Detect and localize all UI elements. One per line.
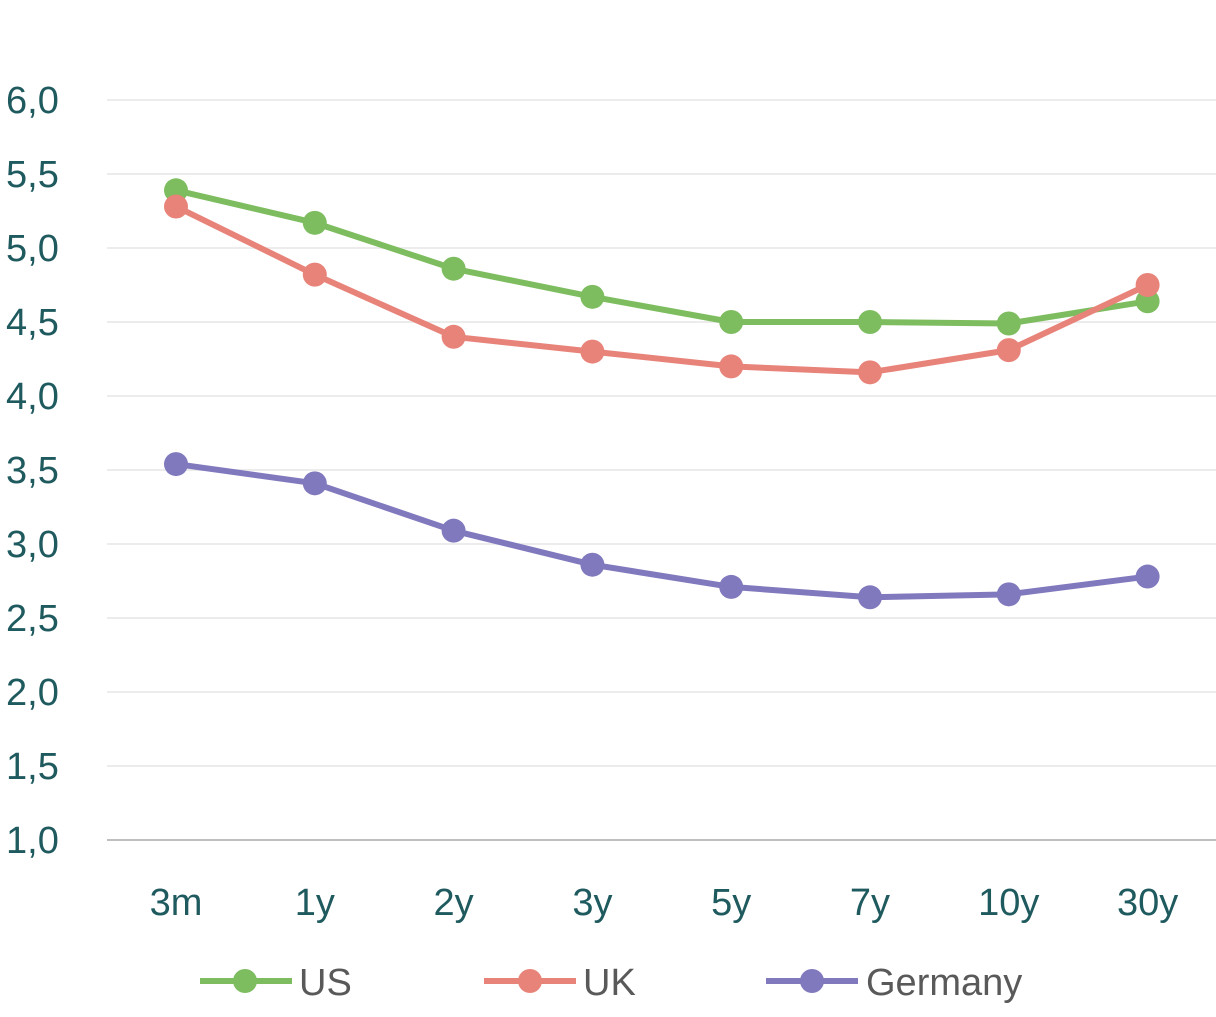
- data-point: [580, 339, 605, 364]
- data-point: [1135, 564, 1160, 589]
- data-point: [719, 354, 744, 379]
- legend-swatch-marker: [518, 969, 542, 993]
- x-tick-label: 1y: [295, 882, 335, 924]
- series-group: [164, 178, 1160, 610]
- legend-item-us: US: [200, 962, 352, 1004]
- data-point: [441, 256, 466, 281]
- series-line: [173, 461, 1151, 601]
- x-tick-label: 2y: [434, 882, 474, 924]
- y-tick-label: 6,0: [6, 80, 59, 122]
- legend-item-germany: Germany: [766, 962, 1022, 1004]
- data-point: [719, 310, 744, 334]
- y-tick-label: 3,0: [6, 524, 59, 566]
- series-line: [173, 203, 1151, 376]
- legend-label: UK: [583, 962, 636, 1004]
- legend: US UK Germany: [200, 962, 1022, 1004]
- y-tick-label: 2,5: [6, 598, 59, 640]
- x-tick-label: 5y: [711, 882, 751, 924]
- data-point: [580, 552, 605, 577]
- y-axis: 1,0 1,5 2,0 2,5 3,0 3,5 4,0 4,5 5,0 5,5 6,0: [6, 80, 59, 862]
- x-tick-label: 3y: [572, 882, 612, 924]
- y-tick-label: 4,5: [6, 302, 59, 344]
- series-uk: [164, 194, 1160, 385]
- data-point: [580, 284, 605, 309]
- legend-item-uk: UK: [484, 962, 636, 1004]
- y-tick-label: 1,5: [6, 746, 59, 788]
- y-tick-label: 3,5: [6, 450, 59, 492]
- x-tick-label: 30y: [1117, 882, 1178, 924]
- series-us: [164, 178, 1160, 336]
- data-point: [1135, 273, 1160, 297]
- data-point: [441, 324, 466, 349]
- x-tick-label: 3m: [150, 882, 203, 924]
- legend-label: US: [299, 962, 352, 1004]
- data-point: [996, 582, 1021, 607]
- y-tick-label: 5,0: [6, 228, 59, 270]
- y-tick-label: 5,5: [6, 154, 59, 196]
- data-point: [719, 574, 744, 599]
- x-axis: 3m 1y 2y 3y 5y 7y 10y 30y: [150, 882, 1179, 924]
- data-point: [858, 360, 882, 385]
- y-tick-label: 4,0: [6, 376, 59, 418]
- legend-swatch-marker: [233, 969, 257, 993]
- data-point: [164, 194, 188, 219]
- series-line: [173, 187, 1151, 327]
- legend-swatch-marker: [800, 969, 824, 993]
- y-tick-label: 1,0: [6, 820, 59, 862]
- data-point: [302, 262, 327, 287]
- data-point: [302, 471, 327, 496]
- legend-label: Germany: [866, 962, 1022, 1004]
- gridlines: [107, 99, 1216, 841]
- y-tick-label: 2,0: [6, 672, 59, 714]
- data-point: [858, 585, 882, 610]
- data-point: [996, 338, 1021, 363]
- data-point: [441, 518, 466, 543]
- data-point: [164, 452, 188, 477]
- data-point: [858, 310, 882, 334]
- data-point: [302, 210, 327, 235]
- data-point: [996, 311, 1021, 336]
- x-tick-label: 7y: [850, 882, 890, 924]
- x-tick-label: 10y: [978, 882, 1039, 924]
- series-germany: [164, 452, 1160, 610]
